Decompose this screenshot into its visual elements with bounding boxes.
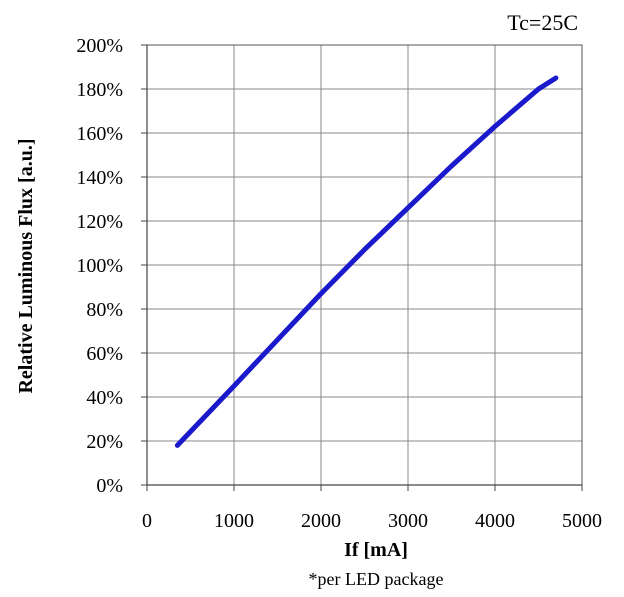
y-tick-label: 180% [76,79,123,101]
x-tick-label: 3000 [388,510,428,532]
x-tick-label: 4000 [475,510,515,532]
x-tick-labels: 0 1000 2000 3000 4000 5000 [142,510,602,532]
axes [141,44,583,491]
x-tick-label: 5000 [562,510,602,532]
x-tick-label: 2000 [301,510,341,532]
y-tick-label: 40% [86,387,123,409]
x-tick-label: 0 [142,510,152,532]
grid-lines [146,44,583,486]
y-tick-label: 140% [76,167,123,189]
x-tick-label: 1000 [214,510,254,532]
y-tick-label: 80% [86,299,123,321]
y-axis-title: Relative Luminous Flux [a.u.] [15,138,37,393]
y-tick-label: 100% [76,255,123,277]
y-tick-label: 0% [96,475,123,497]
y-tick-label: 200% [76,35,123,57]
annotation-tc: Tc=25C [507,10,578,35]
y-tick-label: 60% [86,343,123,365]
x-axis-title: If [mA] [344,539,408,561]
series-lines [174,75,559,448]
y-tick-labels: 0% 20% 40% 60% 80% 100% 120% 140% 160% 180% 200% [76,35,123,497]
y-tick-label: 160% [76,123,123,145]
y-tick-label: 20% [86,431,123,453]
y-tick-label: 120% [76,211,123,233]
flux-series-line [174,75,559,448]
footnote: *per LED package [309,569,444,589]
